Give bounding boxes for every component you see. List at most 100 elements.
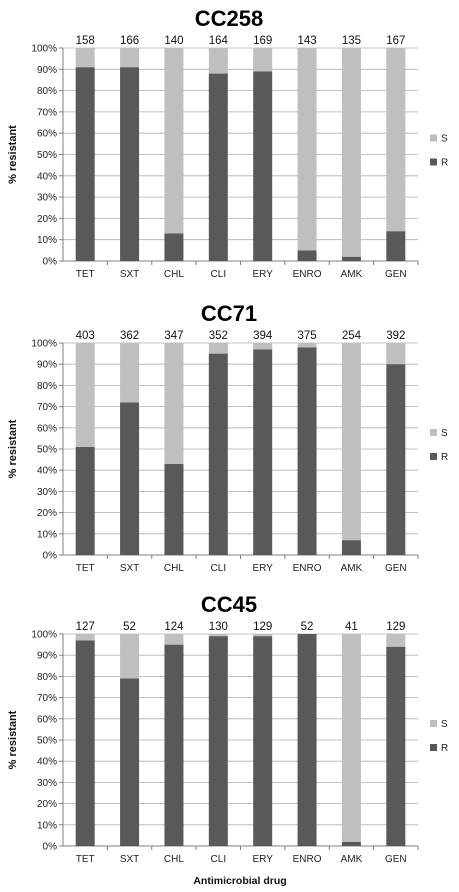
bar-s-tet bbox=[75, 48, 95, 68]
bar-r-ery bbox=[253, 636, 273, 846]
x-tick-label: SXT bbox=[120, 269, 139, 280]
bar-r-amk bbox=[341, 841, 361, 846]
x-tick-label: CHL bbox=[164, 854, 184, 865]
bar-r-chl bbox=[164, 644, 184, 846]
chart-panel-cc45: CC45 0% 10% 20% 30% 40% 50% 60% 70% 80% 90% 100% TET… bbox=[7, 592, 448, 865]
y-tick-label: 20% bbox=[37, 214, 57, 225]
bar-s-ery bbox=[253, 343, 273, 350]
sample-size-label: 124 bbox=[164, 621, 184, 633]
y-tick-label: 10% bbox=[37, 235, 57, 246]
sample-size-label: 403 bbox=[76, 330, 95, 342]
legend-swatch-r bbox=[430, 744, 437, 751]
x-tick-label: ENRO bbox=[293, 563, 322, 574]
sample-size-label: 41 bbox=[345, 621, 358, 633]
bar-r-sxt bbox=[120, 67, 140, 261]
x-tick-label: ENRO bbox=[293, 854, 322, 865]
sample-size-label: 129 bbox=[253, 621, 272, 633]
bar-r-cli bbox=[208, 636, 228, 846]
bar-s-cli bbox=[208, 634, 228, 637]
bar-r-gen bbox=[386, 231, 406, 261]
bar-s-amk bbox=[341, 48, 361, 257]
bar-s-cli bbox=[208, 343, 228, 354]
sample-size-label: 352 bbox=[209, 330, 228, 342]
x-tick-label: TET bbox=[76, 854, 95, 865]
bar-r-ery bbox=[253, 349, 273, 555]
legend-label-r: R bbox=[441, 158, 448, 169]
sample-size-label: 135 bbox=[342, 35, 361, 47]
bar-r-ery bbox=[253, 71, 273, 262]
legend-label-s: S bbox=[441, 134, 448, 145]
sample-size-label: 169 bbox=[253, 35, 272, 47]
y-tick-label: 100% bbox=[31, 630, 57, 641]
bar-r-sxt bbox=[120, 678, 140, 846]
sample-size-label: 164 bbox=[209, 35, 229, 47]
y-tick-label: 10% bbox=[37, 820, 57, 831]
y-tick-label: 30% bbox=[37, 487, 57, 498]
bar-s-chl bbox=[164, 343, 184, 464]
sample-size-label: 130 bbox=[209, 621, 228, 633]
bar-r-amk bbox=[341, 256, 361, 261]
bar-r-tet bbox=[75, 67, 95, 261]
bar-s-chl bbox=[164, 48, 184, 234]
y-tick-label: 30% bbox=[37, 778, 57, 789]
sample-size-label: 394 bbox=[253, 330, 273, 342]
y-tick-label: 100% bbox=[31, 339, 57, 350]
y-tick-label: 40% bbox=[37, 757, 57, 768]
x-tick-label: SXT bbox=[120, 854, 139, 865]
legend-label-r: R bbox=[441, 452, 448, 463]
bar-r-gen bbox=[386, 646, 406, 846]
sample-size-label: 375 bbox=[297, 330, 316, 342]
y-tick-label: 10% bbox=[37, 529, 57, 540]
y-tick-label: 80% bbox=[37, 381, 57, 392]
chart-title: CC258 bbox=[195, 6, 263, 31]
chart-panel-cc71: CC71 0% 10% 20% 30% 40% 50% 60% 70% 80% 90% 100% TET… bbox=[7, 301, 448, 574]
sample-size-label: 52 bbox=[301, 621, 314, 633]
y-axis-label: % resistant bbox=[7, 419, 19, 478]
bar-s-enro bbox=[297, 343, 317, 348]
y-tick-label: 90% bbox=[37, 651, 57, 662]
y-tick-label: 80% bbox=[37, 672, 57, 683]
y-tick-label: 70% bbox=[37, 693, 57, 704]
x-tick-label: AMK bbox=[341, 563, 363, 574]
x-tick-label: AMK bbox=[341, 854, 363, 865]
bar-s-gen bbox=[386, 634, 406, 647]
x-tick-label: ERY bbox=[252, 854, 273, 865]
y-tick-label: 60% bbox=[37, 129, 57, 140]
sample-size-label: 158 bbox=[76, 35, 95, 47]
x-tick-label: ERY bbox=[252, 563, 273, 574]
legend-swatch-s bbox=[430, 720, 437, 727]
x-tick-label: TET bbox=[76, 563, 95, 574]
x-tick-label: AMK bbox=[341, 269, 363, 280]
sample-size-label: 143 bbox=[297, 35, 316, 47]
sample-size-label: 127 bbox=[76, 621, 95, 633]
bar-s-ery bbox=[253, 48, 273, 72]
legend-swatch-r bbox=[430, 453, 437, 460]
y-tick-label: 50% bbox=[37, 736, 57, 747]
x-tick-label: ENRO bbox=[293, 269, 322, 280]
bar-s-sxt bbox=[120, 343, 140, 403]
y-tick-label: 50% bbox=[37, 150, 57, 161]
x-tick-label: GEN bbox=[385, 563, 407, 574]
legend-swatch-r bbox=[430, 158, 437, 166]
bar-r-sxt bbox=[120, 402, 140, 555]
bar-s-tet bbox=[75, 343, 95, 447]
chart-panel-cc258: CC258 0% 10% 20% 30% 40% 50% 60% 70% 80% 90% 100% TE… bbox=[7, 6, 448, 280]
sample-size-label: 140 bbox=[164, 35, 183, 47]
bar-s-amk bbox=[341, 634, 361, 842]
bar-s-amk bbox=[341, 343, 361, 541]
x-tick-label: SXT bbox=[120, 563, 139, 574]
y-tick-label: 0% bbox=[43, 842, 58, 853]
y-tick-label: 40% bbox=[37, 171, 57, 182]
bar-r-tet bbox=[75, 446, 95, 555]
x-axis-label: Antimicrobial drug bbox=[193, 875, 286, 887]
bar-r-amk bbox=[341, 540, 361, 555]
bar-r-gen bbox=[386, 364, 406, 555]
legend-label-r: R bbox=[441, 743, 448, 754]
x-tick-label: ERY bbox=[252, 269, 273, 280]
sample-size-label: 392 bbox=[386, 330, 405, 342]
y-tick-label: 30% bbox=[37, 193, 57, 204]
y-tick-label: 80% bbox=[37, 86, 57, 97]
y-tick-label: 50% bbox=[37, 445, 57, 456]
bar-r-tet bbox=[75, 640, 95, 846]
legend-label-s: S bbox=[441, 428, 448, 439]
